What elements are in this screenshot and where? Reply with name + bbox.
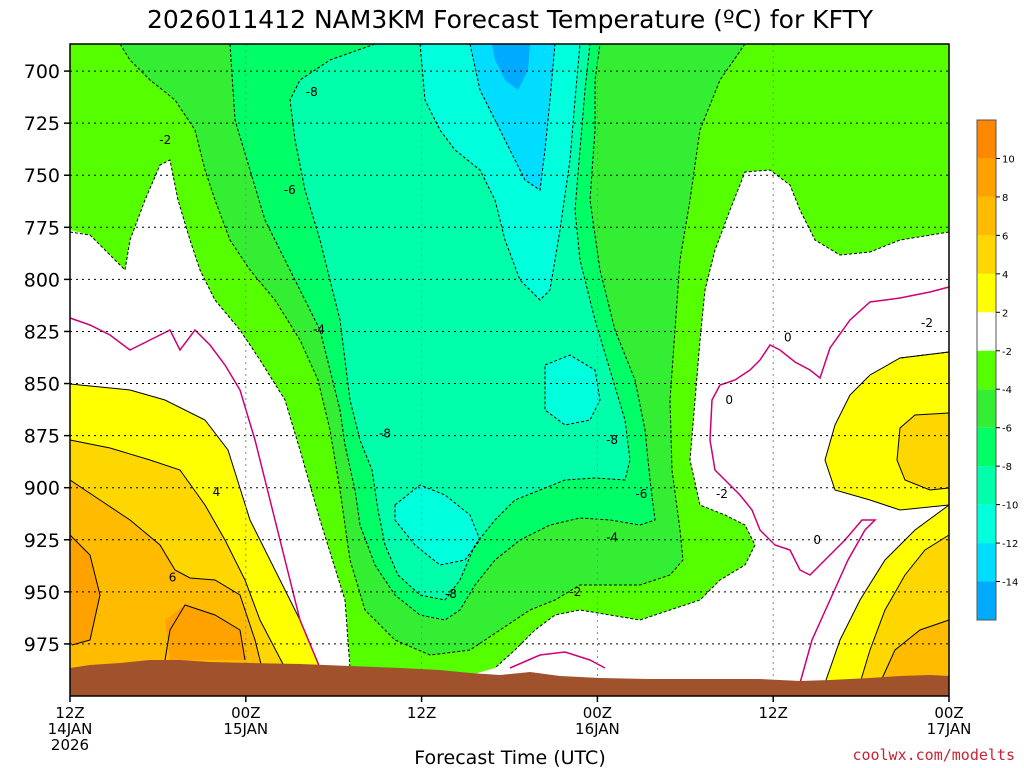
contour-label: 4 xyxy=(213,485,221,499)
y-tick-label: 700 xyxy=(24,61,60,83)
colorbar-band xyxy=(977,235,996,274)
colorbar-band xyxy=(977,543,996,582)
colorbar-tick-label: -12 xyxy=(1002,539,1018,550)
x-tick-label: 16JAN xyxy=(575,720,620,738)
zero-contours xyxy=(69,286,950,684)
colorbar-tick-label: 2 xyxy=(1002,308,1008,319)
contour-label: -2 xyxy=(159,133,171,147)
y-tick-label: 950 xyxy=(24,582,60,604)
credit-text: coolwx.com/modelts xyxy=(852,746,1015,764)
x-tick-label: 15JAN xyxy=(223,720,268,738)
y-tick-label: 825 xyxy=(24,321,60,343)
cold-region-minus14 xyxy=(492,44,530,90)
y-tick-label: 975 xyxy=(24,634,60,656)
contour-label: 0 xyxy=(725,393,733,407)
colorbar-band xyxy=(977,273,996,313)
contour-label: -2 xyxy=(716,487,728,501)
colorbar-band xyxy=(977,120,996,159)
x-tick-label: 00Z xyxy=(583,704,612,722)
grid xyxy=(70,44,949,696)
colorbar-tick-label: 6 xyxy=(1002,231,1008,242)
colorbar-band xyxy=(977,466,996,505)
colorbar-band xyxy=(977,350,996,390)
x-tick-label: 14JAN xyxy=(48,720,93,738)
y-axis: 700 725 750 775 800 825 850 875 900 925 950 975 xyxy=(24,61,70,656)
positive-contours xyxy=(69,351,950,684)
plot-border xyxy=(69,43,950,697)
warm-region-right-low-6 xyxy=(880,620,949,683)
warm-region-left-8 xyxy=(70,535,245,660)
colorbar-band xyxy=(977,312,996,351)
y-tick-label: 925 xyxy=(24,530,60,552)
colorbar-border xyxy=(976,119,997,621)
x-tick-label: 00Z xyxy=(231,704,260,722)
contour-label: -8 xyxy=(445,587,457,601)
colorbar-tick-label: -8 xyxy=(1002,462,1012,473)
y-tick-label: 800 xyxy=(24,269,60,291)
colorbar-tick-label: -14 xyxy=(1002,578,1018,589)
colorbar-tick-label: 10 xyxy=(1002,154,1015,165)
contour-label: -4 xyxy=(606,531,618,545)
colorbar-tick-label: 8 xyxy=(1002,193,1008,204)
contour-label: 6 xyxy=(169,570,177,584)
x-tick-label: 12Z xyxy=(407,704,436,722)
colorbar-tick-label: -4 xyxy=(1002,385,1012,396)
x-tick-label: 17JAN xyxy=(927,720,972,738)
x-axis-label: Forecast Time (UTC) xyxy=(414,747,605,768)
chart-title: 2026011412 NAM3KM Forecast Temperature (… xyxy=(147,5,874,34)
cold-region-minus10 xyxy=(395,44,600,565)
cold-region-minus12 xyxy=(470,44,555,190)
colorbar-tick-label: 4 xyxy=(1002,270,1008,281)
colorbar-band xyxy=(977,427,996,467)
ground-terrain xyxy=(70,660,949,696)
colorbar-tick-label: -10 xyxy=(1002,501,1018,512)
contour-label: -2 xyxy=(921,316,933,330)
x-tick-label: 00Z xyxy=(934,704,963,722)
x-tick-label: 2026 xyxy=(51,736,89,754)
y-tick-label: 900 xyxy=(24,478,60,500)
x-tick-label: 12Z xyxy=(55,704,84,722)
contour-label: -4 xyxy=(313,322,325,336)
contour-label: -8 xyxy=(306,85,318,99)
contour-label: 0 xyxy=(813,533,821,547)
warm-region-right-4 xyxy=(897,413,949,490)
contour-label: -8 xyxy=(379,427,391,441)
contour-label: -6 xyxy=(284,183,296,197)
colorbar-band xyxy=(977,389,996,428)
colorbar-band xyxy=(977,504,996,544)
contour-label: 0 xyxy=(784,331,792,345)
colorbar: 10 8 6 4 2 -2 -4 -6 -8 -10 -12 -14 xyxy=(976,119,1018,621)
colorbar-band xyxy=(977,158,996,197)
y-tick-label: 750 xyxy=(24,165,60,187)
contour-label: -6 xyxy=(635,487,647,501)
colorbar-tick-label: -2 xyxy=(1002,347,1012,358)
colorbar-tick-label: -6 xyxy=(1002,424,1012,435)
colorbar-band xyxy=(977,196,996,236)
y-tick-label: 875 xyxy=(24,426,60,448)
y-tick-label: 725 xyxy=(24,113,60,135)
colorbar-band xyxy=(977,581,996,620)
y-tick-label: 775 xyxy=(24,217,60,239)
contour-label: -8 xyxy=(606,433,618,447)
y-tick-label: 850 xyxy=(24,374,60,396)
x-tick-label: 12Z xyxy=(759,704,788,722)
